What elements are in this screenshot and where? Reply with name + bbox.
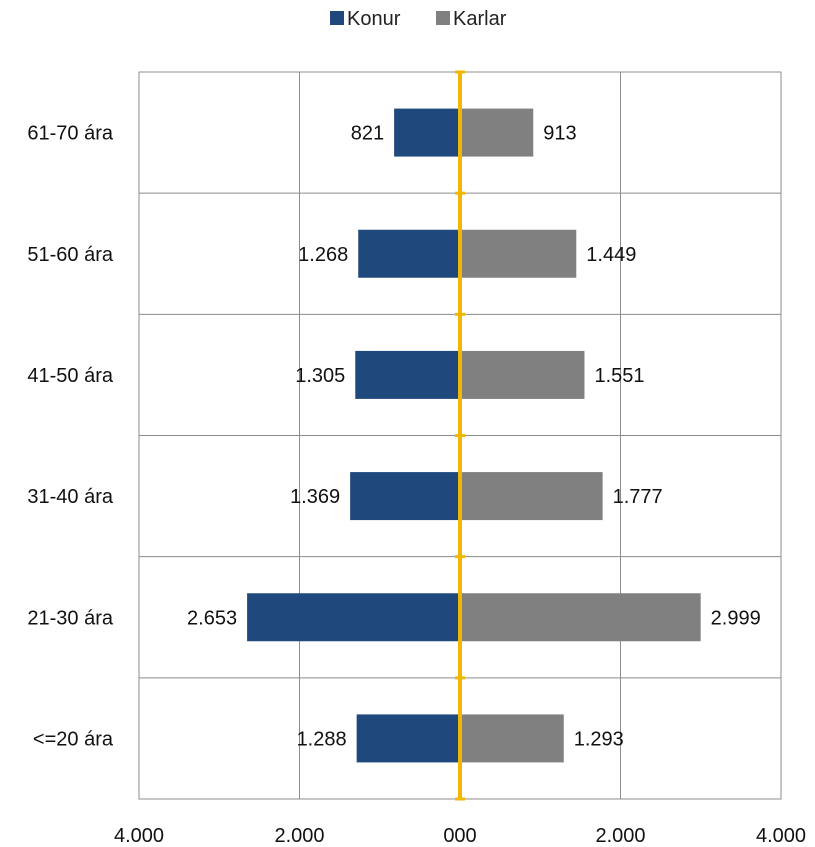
bar-konur — [350, 472, 460, 521]
data-label-karlar: 1.551 — [594, 365, 644, 387]
bar-konur — [355, 350, 460, 399]
x-tick-label: 2.000 — [595, 825, 645, 847]
bar-karlar — [460, 472, 603, 521]
legend-swatch-konur — [330, 11, 344, 25]
data-label-karlar: 913 — [543, 123, 576, 145]
category-label: <=20 ára — [33, 728, 114, 750]
data-label-konur: 1.369 — [290, 486, 340, 508]
category-label: 61-70 ára — [27, 123, 113, 145]
category-label: 51-60 ára — [27, 244, 113, 266]
x-tick-label: 000 — [443, 825, 476, 847]
data-label-karlar: 2.999 — [711, 607, 761, 629]
bar-karlar — [460, 350, 585, 399]
bar-konur — [247, 593, 460, 642]
x-tick-label: 2.000 — [274, 825, 324, 847]
x-tick-label: 4.000 — [114, 825, 164, 847]
legend-swatch-karlar — [436, 11, 450, 25]
data-label-konur: 821 — [351, 123, 384, 145]
category-label: 41-50 ára — [27, 365, 113, 387]
bar-konur — [358, 229, 460, 278]
bar-konur — [356, 714, 460, 763]
bar-konur — [394, 108, 460, 157]
data-label-karlar: 1.449 — [586, 244, 636, 266]
data-label-konur: 1.305 — [295, 365, 345, 387]
bar-karlar — [460, 714, 564, 763]
data-label-konur: 2.653 — [187, 607, 237, 629]
category-label: 21-30 ára — [27, 607, 113, 629]
data-label-konur: 1.288 — [297, 728, 347, 750]
legend-label-konur: Konur — [347, 8, 401, 30]
legend-label-karlar: Karlar — [453, 8, 507, 30]
bar-karlar — [460, 229, 577, 278]
data-label-karlar: 1.293 — [574, 728, 624, 750]
bar-karlar — [460, 108, 534, 157]
data-label-karlar: 1.777 — [613, 486, 663, 508]
category-label: 31-40 ára — [27, 486, 113, 508]
data-label-konur: 1.268 — [298, 244, 348, 266]
x-tick-label: 4.000 — [756, 825, 806, 847]
bar-karlar — [460, 593, 701, 642]
